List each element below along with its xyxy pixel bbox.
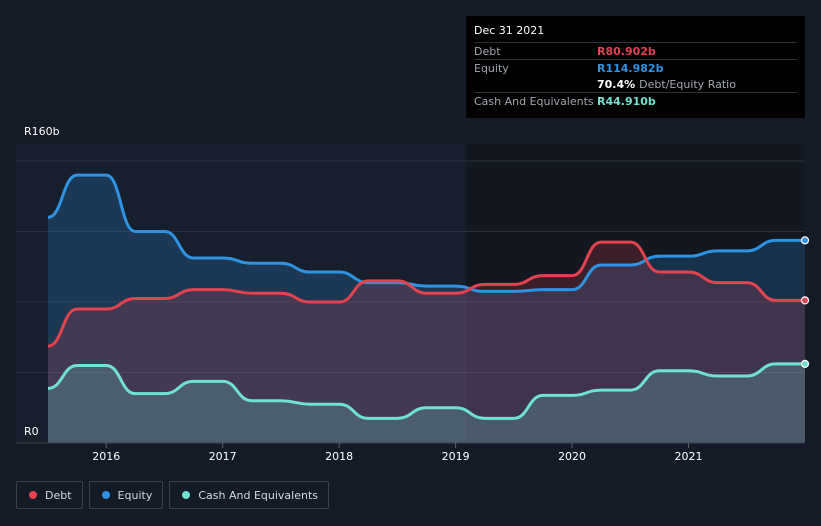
cash-dot-icon: [182, 491, 191, 499]
cash-area: [48, 363, 805, 443]
tooltip-ratio-value: 70.4%: [597, 77, 636, 91]
cash-line: [47, 362, 805, 420]
highlight-region: [466, 143, 805, 443]
tooltip-date: Dec 31 2021: [474, 24, 545, 37]
debt-dot-icon: [29, 491, 37, 499]
x-tick-label: 2017: [209, 450, 237, 463]
tooltip-cash-label: Cash And Equivalents: [474, 94, 594, 108]
tooltip-row-debt: Debt R80.902b: [474, 42, 797, 59]
y-tick-label-max: R160b: [24, 125, 60, 138]
tooltip-row-equity: Equity R114.982b: [474, 59, 797, 76]
legend-item-debt[interactable]: Debt: [16, 481, 83, 509]
equity-dot-icon: [101, 491, 110, 499]
x-tick-label: 2016: [92, 450, 120, 463]
cash-end-marker: [800, 359, 810, 368]
tooltip-cash-value: R44.910b: [597, 94, 656, 108]
debt-line: [47, 240, 805, 348]
legend-debt-label: Debt: [45, 488, 72, 502]
chart-legend: Debt Equity Cash And Equivalents: [16, 481, 329, 509]
debt-end-marker: [800, 296, 810, 305]
x-tick-label: 2021: [675, 450, 703, 463]
legend-cash-label: Cash And Equivalents: [198, 488, 318, 502]
tooltip-equity-value: R114.982b: [597, 61, 664, 75]
x-tick-labels: 2016 2017 2018 2019 2020 2021: [92, 443, 703, 463]
data-tooltip: Dec 31 2021 Debt R80.902b Equity R114.98…: [466, 16, 805, 118]
legend-item-equity[interactable]: Equity: [88, 481, 164, 509]
equity-line: [47, 173, 806, 293]
y-tick-label-zero: R0: [24, 425, 39, 438]
tooltip-equity-label: Equity: [474, 61, 509, 75]
grid-lines: [16, 160, 805, 373]
series-lines: [47, 173, 806, 420]
legend-item-cash[interactable]: Cash And Equivalents: [169, 481, 329, 509]
tooltip-debt-label: Debt: [474, 44, 501, 58]
legend-equity-label: Equity: [117, 488, 153, 502]
tooltip-debt-value: R80.902b: [597, 44, 656, 58]
x-tick-label: 2018: [325, 450, 353, 463]
x-tick-label: 2020: [558, 450, 586, 463]
tooltip-row-cash: Cash And Equivalents R44.910b: [474, 92, 797, 109]
end-markers: [800, 236, 810, 368]
x-tick-label: 2019: [442, 450, 470, 463]
tooltip-row-ratio: 70.4% Debt/Equity Ratio: [474, 76, 797, 92]
equity-end-marker: [800, 236, 810, 245]
tooltip-ratio-label: Debt/Equity Ratio: [639, 77, 736, 91]
equity-area: [48, 175, 805, 443]
